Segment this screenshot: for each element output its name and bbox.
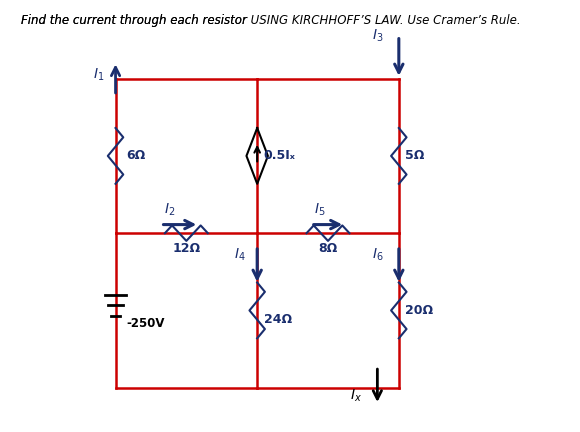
Text: -250V: -250V bbox=[126, 317, 165, 330]
Text: $I_x$: $I_x$ bbox=[350, 388, 362, 404]
Text: 20Ω: 20Ω bbox=[405, 304, 433, 317]
Text: 24Ω: 24Ω bbox=[264, 312, 292, 326]
Text: Find the current through each resistor: Find the current through each resistor bbox=[21, 14, 251, 27]
Text: $I_3$: $I_3$ bbox=[372, 28, 383, 44]
Text: 0.5Iₓ: 0.5Iₓ bbox=[264, 149, 295, 162]
Text: $I_4$: $I_4$ bbox=[234, 246, 246, 263]
Text: 6Ω: 6Ω bbox=[126, 149, 146, 162]
Text: 12Ω: 12Ω bbox=[172, 242, 201, 255]
Text: $I_2$: $I_2$ bbox=[164, 201, 175, 218]
Text: $I_5$: $I_5$ bbox=[314, 201, 325, 218]
Text: 5Ω: 5Ω bbox=[405, 149, 425, 162]
Text: Find the current through each resistor USING KIRCHHOFF’S LAW. Use Cramer’s Rule.: Find the current through each resistor U… bbox=[21, 14, 521, 27]
Text: $I_1$: $I_1$ bbox=[93, 66, 104, 83]
Text: $I_6$: $I_6$ bbox=[372, 246, 383, 263]
Text: 8Ω: 8Ω bbox=[318, 242, 338, 255]
